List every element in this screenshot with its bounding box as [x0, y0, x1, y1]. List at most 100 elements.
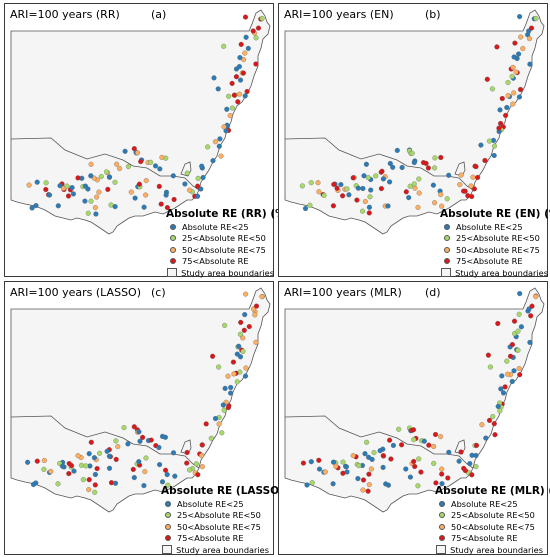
- station-marker: [517, 372, 523, 378]
- station-marker: [485, 352, 491, 358]
- station-marker: [368, 466, 374, 472]
- station-marker: [368, 187, 374, 193]
- station-marker: [253, 339, 259, 345]
- station-marker: [396, 426, 402, 432]
- station-marker: [350, 453, 356, 459]
- station-marker: [387, 179, 393, 185]
- legend-item: 25<Absolute RE<50: [157, 510, 269, 522]
- legend-label: 25<Absolute RE<50: [177, 510, 261, 521]
- station-marker: [432, 431, 439, 438]
- station-marker: [505, 371, 511, 377]
- station-marker: [491, 421, 497, 427]
- station-marker: [513, 69, 519, 75]
- station-marker: [504, 104, 510, 111]
- station-marker: [331, 181, 337, 187]
- legend-swatch: [439, 523, 445, 530]
- station-marker: [432, 155, 438, 161]
- station-marker: [362, 451, 368, 457]
- legend-title: Absolute RE (LASSO) (%): [161, 485, 308, 497]
- legend-swatch: [170, 235, 176, 242]
- station-marker: [394, 147, 400, 153]
- station-marker: [242, 93, 248, 99]
- station-marker: [170, 173, 176, 179]
- station-marker: [483, 435, 489, 441]
- station-marker: [500, 390, 507, 396]
- legend-item: 50<Absolute RE<75: [436, 244, 548, 256]
- legend-label: Study area boundaries: [450, 544, 543, 555]
- legend-label: 50<Absolute RE<75: [177, 521, 261, 532]
- station-marker: [316, 457, 322, 463]
- station-marker: [34, 458, 40, 464]
- station-marker: [221, 43, 227, 49]
- station-marker: [242, 50, 248, 56]
- station-marker: [237, 77, 244, 83]
- station-marker: [216, 143, 222, 149]
- legend-label: Study area boundaries: [455, 267, 548, 278]
- station-marker: [315, 180, 321, 186]
- station-marker: [148, 159, 154, 165]
- station-marker: [494, 44, 500, 50]
- station-marker: [502, 384, 508, 390]
- station-marker: [195, 183, 201, 189]
- panel-letter: (d): [425, 286, 441, 299]
- station-marker: [407, 474, 413, 480]
- station-marker: [259, 15, 265, 22]
- station-marker: [499, 373, 505, 379]
- station-marker: [354, 197, 360, 203]
- legend-label: 25<Absolute RE<50: [451, 510, 535, 521]
- station-marker: [199, 464, 205, 470]
- station-marker: [243, 291, 249, 297]
- station-marker: [184, 170, 190, 176]
- legend-swatch: [165, 523, 171, 530]
- legend-item: 75<Absolute RE: [436, 256, 548, 268]
- station-marker: [363, 161, 369, 167]
- legend-label: 50<Absolute RE<75: [456, 244, 540, 255]
- legend-item: Absolute RE<25: [431, 498, 543, 510]
- station-marker: [113, 456, 119, 462]
- station-marker: [399, 164, 405, 171]
- station-marker: [399, 442, 405, 448]
- station-marker: [131, 424, 137, 430]
- station-marker: [259, 294, 265, 300]
- station-marker: [75, 453, 81, 459]
- station-marker: [343, 464, 349, 470]
- station-marker: [371, 450, 377, 456]
- station-marker: [187, 467, 193, 473]
- station-marker: [242, 373, 249, 379]
- station-marker: [430, 182, 436, 188]
- legend-label: 75<Absolute RE: [182, 256, 249, 267]
- station-marker: [344, 186, 350, 192]
- station-marker: [88, 161, 94, 167]
- station-marker: [491, 143, 498, 149]
- station-marker: [234, 379, 240, 385]
- legend-item: 50<Absolute RE<75: [431, 521, 543, 533]
- station-marker: [473, 464, 479, 470]
- station-marker: [497, 107, 503, 113]
- map-legend: Absolute RE (RR) (%) Absolute RE<25 25<Abs…: [162, 208, 290, 279]
- station-marker: [407, 183, 413, 189]
- map-legend: Absolute RE (MLR) (%)Absolute RE<2525<Ab…: [431, 485, 550, 556]
- station-marker: [48, 468, 54, 474]
- legend-swatch: [439, 535, 445, 542]
- station-marker: [446, 449, 452, 455]
- station-marker: [172, 473, 178, 479]
- station-marker: [105, 186, 111, 192]
- station-marker: [236, 64, 242, 70]
- map-panel-lasso: ARI=100 years (LASSO) (c) Absolute RE (LAS…: [4, 281, 308, 555]
- station-marker: [138, 159, 144, 165]
- station-marker: [228, 390, 234, 396]
- map-title: ARI=100 years (MLR): [284, 286, 402, 299]
- station-marker: [88, 439, 94, 445]
- station-marker: [412, 185, 418, 191]
- station-marker: [486, 417, 493, 423]
- legend-label: Study area boundaries: [181, 267, 274, 278]
- legend-swatch: [439, 500, 445, 507]
- legend-item-boundary: Study area boundaries: [431, 544, 543, 556]
- map-panel-rr: ARI=100 years (RR) (a) Absolute RE (RR) (%…: [4, 3, 290, 279]
- station-marker: [159, 433, 166, 439]
- station-marker: [198, 186, 204, 192]
- station-marker: [387, 160, 393, 167]
- station-marker: [403, 189, 409, 195]
- station-marker: [125, 164, 131, 170]
- station-marker: [516, 94, 522, 100]
